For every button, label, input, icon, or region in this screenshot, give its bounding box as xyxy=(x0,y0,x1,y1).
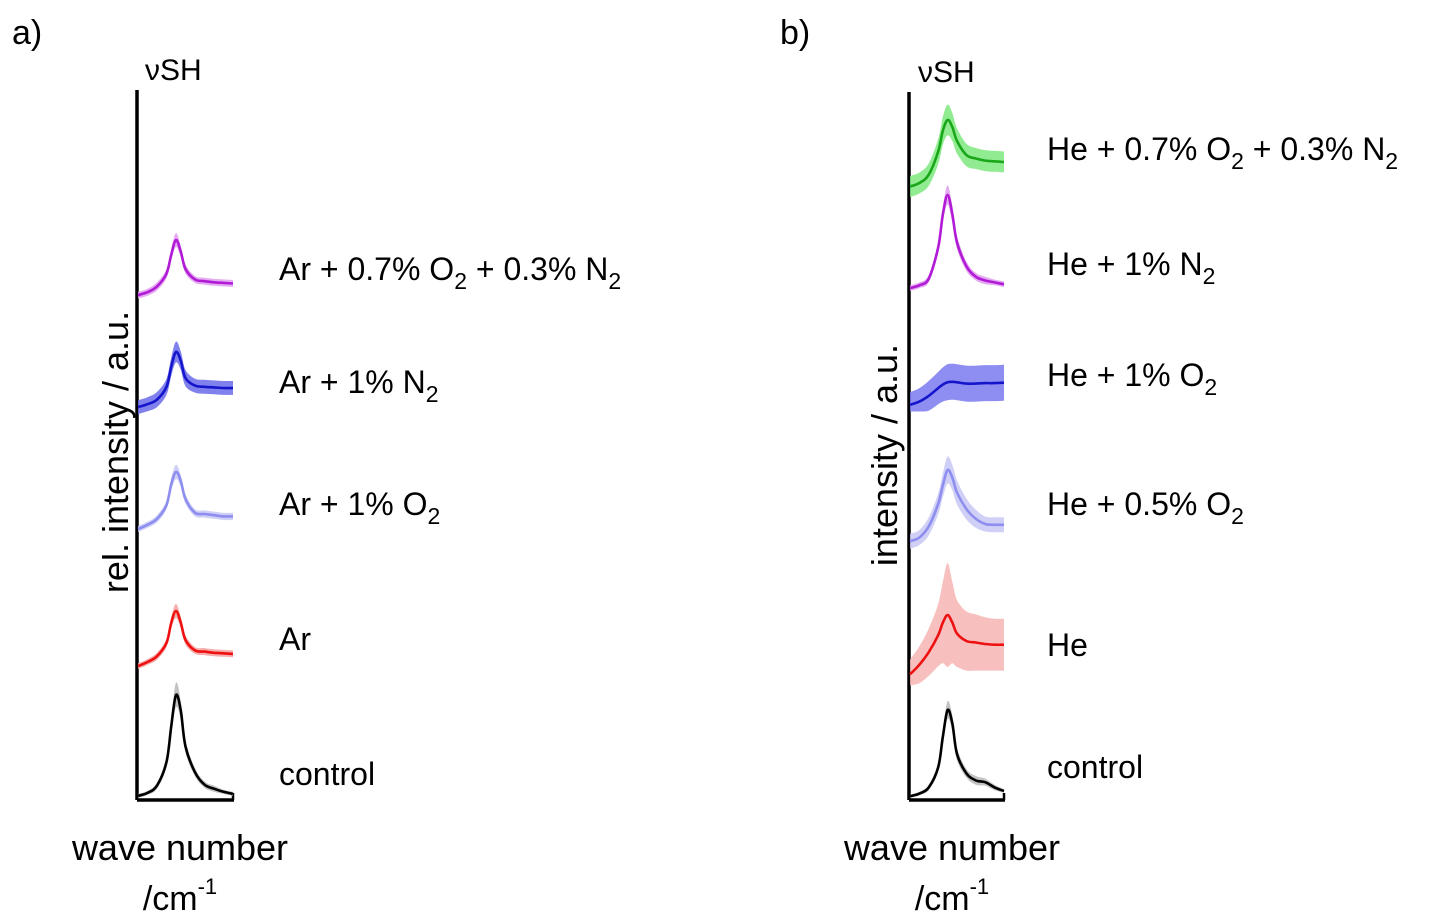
x-axis-unit-a: /cm-1 xyxy=(143,874,217,917)
line-a-ar xyxy=(137,609,234,668)
series-label-b-he-0-5-o2: He + 0.5% O2 xyxy=(1047,486,1244,529)
series-label-b-he-1-o2: He + 1% O2 xyxy=(1047,357,1217,400)
panel-a: a) νSH rel. intensity / a.u. wave number… xyxy=(12,14,621,917)
series-label-b-he: He xyxy=(1047,627,1088,663)
line-b-he xyxy=(909,613,1005,676)
band-b-he-0-7-o2-0-3-n2 xyxy=(910,104,1004,197)
line-b-he-0-5-o2 xyxy=(909,468,1005,543)
series-label-a-ar-1-n2: Ar + 1% N2 xyxy=(279,364,439,407)
y-axis-label-a: rel. intensity / a.u. xyxy=(95,311,136,593)
peak-label-b: νSH xyxy=(918,56,975,89)
series-label-b-control: control xyxy=(1047,749,1143,785)
series-label-a-control: control xyxy=(279,756,375,792)
band-b-he-0-5-o2 xyxy=(910,456,1004,549)
panel-b: b) νSH intensity / a.u. wave number /cm-… xyxy=(780,14,1398,917)
x-axis-label-a: wave number xyxy=(71,827,288,868)
line-b-he-0-7-o2-0-3-n2 xyxy=(909,118,1005,188)
line-b-he-1-n2 xyxy=(909,193,1005,290)
series-group-a: control Ar Ar + 1% O2 Ar + 1% N2 Ar + 0.7% O… xyxy=(137,232,621,798)
series-label-a-ar: Ar xyxy=(279,621,311,657)
band-b-he xyxy=(910,563,1004,686)
line-b-control xyxy=(909,708,1005,798)
line-a-ar-1-o2 xyxy=(137,470,234,531)
band-b-he-1-o2 xyxy=(910,363,1004,412)
series-label-a-ar-1-o2: Ar + 1% O2 xyxy=(279,486,440,529)
series-group-b: control He He + 0.5% O2 He + 1% O2 He + 1% N… xyxy=(909,104,1398,798)
series-label-b-he-0-7-o2-0-3-n2: He + 0.7% O2 + 0.3% N2 xyxy=(1047,131,1398,174)
panel-label-b: b) xyxy=(780,14,810,52)
x-axis-label-b: wave number xyxy=(843,827,1060,868)
line-a-ar-1-n2 xyxy=(137,350,234,409)
series-label-a-ar-0-7-o2-0-3-n2: Ar + 0.7% O2 + 0.3% N2 xyxy=(279,251,621,294)
peak-label-a: νSH xyxy=(145,54,202,87)
x-axis-unit-b: /cm-1 xyxy=(915,874,989,917)
line-a-ar-0-7-o2-0-3-n2 xyxy=(137,238,234,297)
panel-label-a: a) xyxy=(12,14,42,52)
line-a-control xyxy=(137,693,234,798)
y-axis-label-b: intensity / a.u. xyxy=(864,344,905,566)
series-label-b-he-1-n2: He + 1% N2 xyxy=(1047,246,1215,289)
line-b-he-1-o2 xyxy=(909,380,1005,407)
